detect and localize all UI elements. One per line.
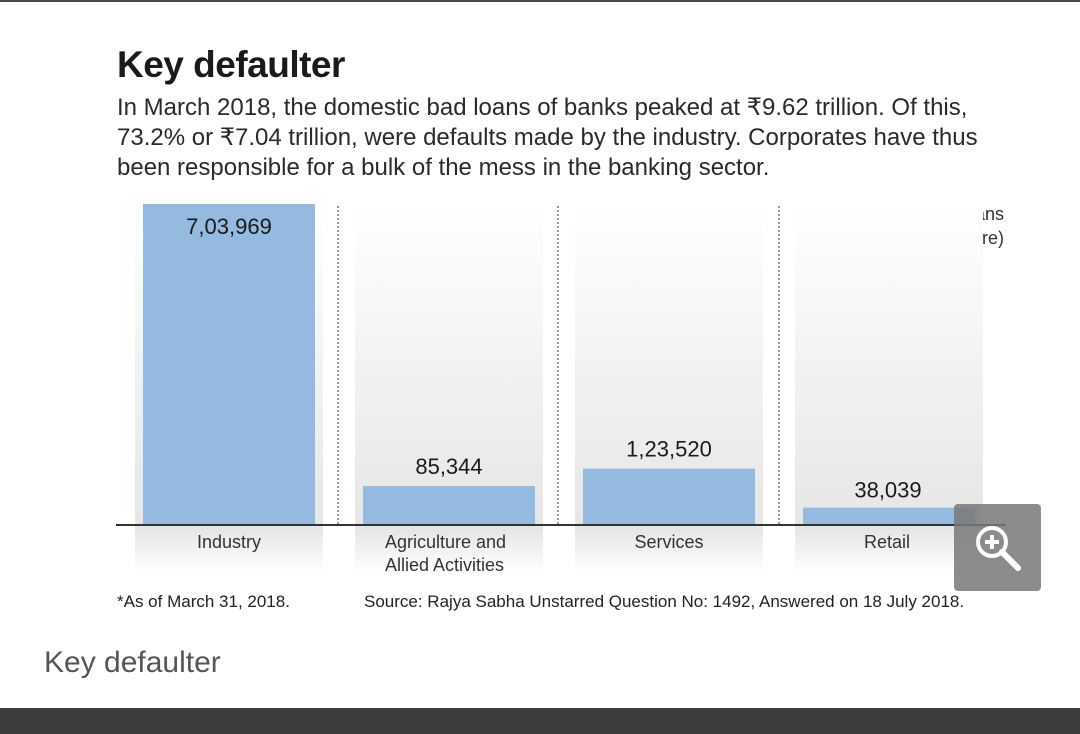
label-backdrop bbox=[135, 525, 323, 573]
category-label-3: Retail bbox=[864, 532, 910, 552]
footnote: *As of March 31, 2018. bbox=[117, 592, 290, 611]
bottom-bar bbox=[0, 708, 1080, 734]
column-backdrop bbox=[795, 204, 983, 525]
category-label-1: Allied Activities bbox=[385, 555, 504, 575]
value-label-3: 38,039 bbox=[854, 478, 921, 503]
label-backdrop bbox=[355, 525, 543, 573]
zoom-button[interactable] bbox=[954, 504, 1041, 591]
category-label-0: Industry bbox=[197, 532, 261, 552]
chart-title: Key defaulter bbox=[117, 44, 345, 85]
value-label-2: 1,23,520 bbox=[626, 437, 712, 462]
source-note: Source: Rajya Sabha Unstarred Question N… bbox=[364, 592, 965, 611]
chart-subtitle: In March 2018, the domestic bad loans of… bbox=[117, 94, 978, 181]
top-border bbox=[0, 0, 1080, 2]
category-label-2: Services bbox=[634, 532, 703, 552]
bar-1 bbox=[363, 486, 535, 525]
value-label-0: 7,03,969 bbox=[186, 214, 272, 239]
category-label-1: Agriculture and bbox=[385, 532, 506, 552]
bar-2 bbox=[583, 468, 755, 525]
column-backdrop bbox=[355, 204, 543, 525]
zoom-in-icon bbox=[975, 525, 1021, 571]
bar-0 bbox=[143, 204, 315, 525]
label-backdrop bbox=[575, 525, 763, 573]
label-backdrop bbox=[795, 525, 983, 573]
value-label-1: 85,344 bbox=[415, 454, 482, 479]
bar-3 bbox=[803, 507, 975, 525]
image-caption: Key defaulter bbox=[44, 646, 221, 679]
